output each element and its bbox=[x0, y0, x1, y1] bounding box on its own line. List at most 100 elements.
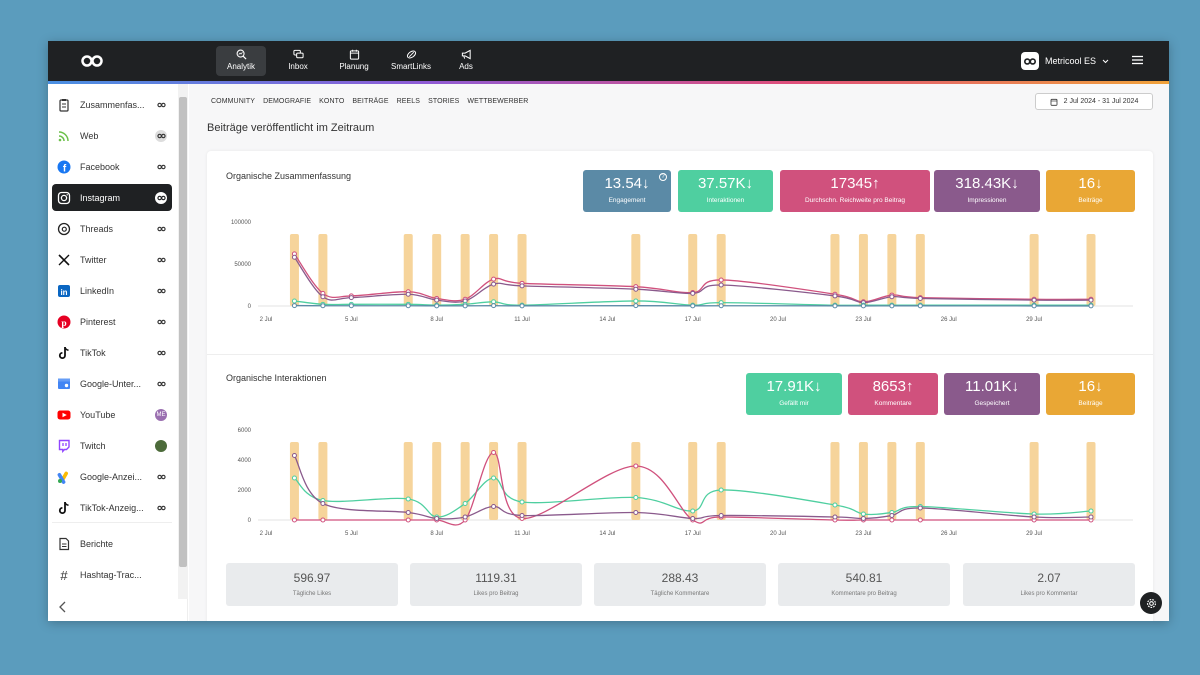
summary-data-point[interactable] bbox=[889, 294, 895, 300]
kpi-kommentare[interactable]: 8653↑ Kommentare bbox=[848, 373, 938, 415]
posts-bar[interactable] bbox=[517, 234, 527, 306]
sidebar-item-youtube[interactable]: YouTube ME bbox=[52, 401, 172, 428]
interactions-data-point[interactable] bbox=[1031, 514, 1037, 520]
nav-analytik[interactable]: Analytik bbox=[216, 46, 266, 76]
interactions-data-point[interactable] bbox=[519, 513, 525, 518]
summary-data-point[interactable] bbox=[291, 303, 297, 309]
summary-data-point[interactable] bbox=[718, 282, 724, 288]
summary-data-point[interactable] bbox=[405, 303, 411, 309]
sidebar-scroll-thumb[interactable] bbox=[179, 97, 187, 567]
nav-smartlinks[interactable]: SmartLinks bbox=[385, 46, 437, 76]
sidebar-item-pinterest[interactable]: p Pinterest bbox=[52, 308, 172, 335]
date-range-picker[interactable]: 2 Jul 2024 - 31 Jul 2024 bbox=[1035, 93, 1153, 110]
posts-bar[interactable] bbox=[858, 234, 868, 306]
interactions-data-point[interactable] bbox=[405, 517, 411, 523]
interactions-data-point[interactable] bbox=[718, 487, 724, 493]
posts-bar[interactable] bbox=[1029, 234, 1039, 306]
posts-bar[interactable] bbox=[1029, 442, 1039, 520]
summary-data-point[interactable] bbox=[405, 291, 411, 297]
posts-bar[interactable] bbox=[631, 234, 641, 306]
sidebar-item-zusammenfas[interactable]: Zusammenfas... bbox=[52, 91, 172, 118]
summary-data-point[interactable] bbox=[348, 303, 354, 309]
sidebar-item-threads[interactable]: Threads bbox=[52, 215, 172, 242]
summary-data-point[interactable] bbox=[434, 303, 440, 309]
kpi-impressionen[interactable]: 318.43K↓ Impressionen bbox=[934, 170, 1040, 212]
posts-bar[interactable] bbox=[432, 442, 442, 520]
sidebar-item-web[interactable]: Web bbox=[52, 122, 172, 149]
interactions-data-point[interactable] bbox=[860, 511, 866, 517]
summary-data-point[interactable] bbox=[462, 303, 468, 309]
tab-konto[interactable]: KONTO bbox=[319, 98, 345, 105]
sidebar-item-linkedin[interactable]: in LinkedIn bbox=[52, 277, 172, 304]
summary-data-point[interactable] bbox=[1088, 297, 1094, 303]
sidebar-item-google-anzei[interactable]: Google-Anzei... bbox=[52, 463, 172, 490]
interactions-data-point[interactable] bbox=[405, 510, 411, 515]
interactions-data-point[interactable] bbox=[320, 517, 326, 523]
tab-community[interactable]: COMMUNITY bbox=[211, 98, 256, 105]
tab-reels[interactable]: REELS bbox=[396, 98, 421, 105]
summary-data-point[interactable] bbox=[291, 298, 297, 304]
summary-data-point[interactable] bbox=[633, 286, 639, 292]
summary-data-point[interactable] bbox=[320, 303, 326, 309]
interactions-data-point[interactable] bbox=[519, 499, 525, 505]
posts-bar[interactable] bbox=[631, 442, 641, 520]
posts-bar[interactable] bbox=[432, 234, 442, 306]
tab-stories[interactable]: STORIES bbox=[428, 98, 460, 105]
interactions-data-point[interactable] bbox=[491, 475, 497, 481]
summary-data-point[interactable] bbox=[434, 297, 440, 303]
interactions-data-point[interactable] bbox=[917, 517, 923, 523]
kpi-durchschn-reichweite-pro-beitrag[interactable]: 17345↑ Durchschn. Reichweite pro Beitrag bbox=[780, 170, 930, 212]
interactions-data-point[interactable] bbox=[889, 513, 895, 518]
kpi-beitr-ge[interactable]: 16↓ Beiträge bbox=[1046, 170, 1135, 212]
summary-data-point[interactable] bbox=[633, 303, 639, 309]
posts-bar[interactable] bbox=[858, 442, 868, 520]
interactions-data-point[interactable] bbox=[690, 508, 696, 514]
sidebar-item-instagram[interactable]: Instagram bbox=[52, 184, 172, 211]
summary-data-point[interactable] bbox=[832, 303, 838, 309]
interactions-data-point[interactable] bbox=[633, 463, 639, 469]
tab-beitraege[interactable]: BEITRÄGE bbox=[352, 98, 389, 105]
kpi-gespeichert[interactable]: 11.01K↓ Gespeichert bbox=[944, 373, 1040, 415]
summary-data-point[interactable] bbox=[519, 303, 525, 309]
posts-bar[interactable] bbox=[318, 234, 328, 306]
summary-data-point[interactable] bbox=[690, 303, 696, 309]
summary-data-point[interactable] bbox=[491, 303, 497, 309]
kpi-engagement[interactable]: 13.54↓ Engagement? bbox=[583, 170, 671, 212]
interactions-data-point[interactable] bbox=[832, 514, 838, 520]
sidebar-item-berichte[interactable]: Berichte bbox=[52, 530, 172, 557]
summary-data-point[interactable] bbox=[889, 303, 895, 309]
posts-bar[interactable] bbox=[915, 234, 925, 306]
interactions-data-point[interactable] bbox=[291, 475, 297, 481]
nav-inbox[interactable]: Inbox bbox=[273, 46, 323, 76]
posts-bar[interactable] bbox=[318, 442, 328, 520]
posts-bar[interactable] bbox=[915, 442, 925, 520]
interactions-data-point[interactable] bbox=[491, 450, 497, 455]
posts-bar[interactable] bbox=[716, 442, 726, 520]
summary-data-point[interactable] bbox=[1031, 297, 1037, 303]
kpi-gef-llt-mir[interactable]: 17.91K↓ Gefällt mir bbox=[746, 373, 842, 415]
sidebar-item-facebook[interactable]: f Facebook bbox=[52, 153, 172, 180]
summary-data-point[interactable] bbox=[491, 281, 497, 287]
posts-bar[interactable] bbox=[517, 442, 527, 520]
summary-data-point[interactable] bbox=[633, 298, 639, 304]
account-switcher[interactable]: Metricool ES bbox=[1020, 51, 1109, 71]
summary-data-point[interactable] bbox=[320, 294, 326, 300]
summary-data-point[interactable] bbox=[1088, 303, 1094, 309]
summary-data-point[interactable] bbox=[832, 293, 838, 299]
interactions-data-point[interactable] bbox=[1088, 508, 1094, 514]
summary-data-point[interactable] bbox=[860, 303, 866, 309]
sidebar-item-twitch[interactable]: Twitch bbox=[52, 432, 172, 459]
summary-data-point[interactable] bbox=[519, 283, 525, 289]
kpi-beitr-ge[interactable]: 16↓ Beiträge bbox=[1046, 373, 1135, 415]
posts-bar[interactable] bbox=[489, 442, 499, 520]
interactions-data-point[interactable] bbox=[405, 496, 411, 502]
sidebar-item-tiktok-anzeig[interactable]: TikTok-Anzeig... bbox=[52, 494, 172, 521]
sidebar-item-twitter[interactable]: Twitter bbox=[52, 246, 172, 273]
nav-planung[interactable]: Planung bbox=[329, 46, 379, 76]
interactions-data-point[interactable] bbox=[320, 501, 326, 506]
summary-data-point[interactable] bbox=[718, 277, 724, 283]
posts-bar[interactable] bbox=[887, 234, 897, 306]
tab-wettbewerber[interactable]: WETTBEWERBER bbox=[467, 98, 529, 105]
interactions-data-point[interactable] bbox=[860, 516, 866, 521]
posts-bar[interactable] bbox=[688, 234, 698, 306]
